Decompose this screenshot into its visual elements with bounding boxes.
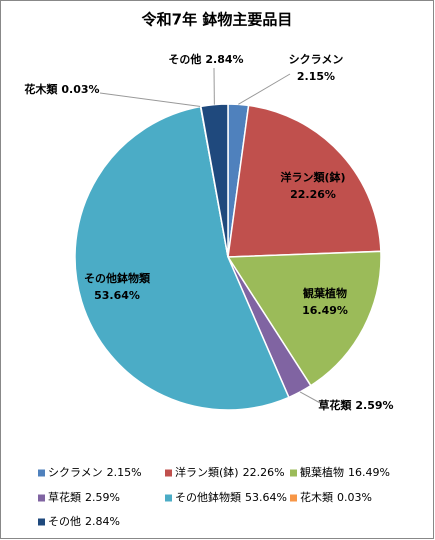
legend-entry: シクラメン 2.15%: [48, 466, 142, 479]
data-label-value: 0.03%: [61, 83, 99, 96]
pie-slice: [227, 104, 382, 258]
data-label-name: その他鉢物類: [84, 271, 151, 285]
legend-swatch: [290, 469, 297, 477]
legend-entry: 観葉植物 16.49%: [300, 465, 390, 479]
data-label-name: 観葉植物: [303, 286, 347, 300]
leader-line: [299, 391, 323, 405]
legend-name: その他鉢物類: [175, 490, 241, 504]
data-label-value: 2.84%: [205, 53, 243, 66]
data-label-value: 2.15%: [297, 70, 335, 83]
legend-swatch: [38, 494, 45, 502]
data-label: 花木類 0.03%: [24, 82, 99, 96]
legend-entry: 草花類 2.59%: [48, 491, 120, 504]
legend-value: 2.15%: [107, 466, 142, 479]
data-label: 草花類 2.59%: [318, 398, 393, 412]
legend-value: 16.49%: [348, 466, 390, 479]
legend-swatch: [38, 469, 45, 477]
legend-value: 2.59%: [85, 491, 120, 504]
legend-name: その他: [48, 515, 81, 528]
pie-slice: [226, 250, 382, 387]
legend-value: 53.64%: [245, 491, 287, 504]
data-label-name: 草花類: [318, 398, 352, 412]
legend-name: 観葉植物: [300, 465, 344, 479]
data-label-value: 2.59%: [355, 399, 393, 412]
legend-value: 22.26%: [243, 466, 285, 479]
legend-swatch: [165, 494, 172, 502]
leader-line: [99, 92, 201, 107]
pie-slice: [74, 105, 290, 411]
legend-entry: 花木類 0.03%: [300, 491, 372, 504]
legend-value: 0.03%: [337, 491, 372, 504]
chart-title: 令和7年 鉢物主要品目: [142, 11, 293, 29]
leader-line: [238, 73, 291, 105]
data-label-name: 洋ラン類(鉢): [280, 170, 345, 184]
data-label-name: その他: [168, 52, 201, 66]
legend-name: 草花類: [48, 491, 81, 504]
legend-name: 花木類: [300, 491, 333, 504]
legend-entry: その他鉢物類 53.64%: [175, 490, 287, 504]
data-label-name: 花木類: [24, 82, 58, 96]
data-label-name: シクラメン: [289, 53, 344, 66]
legend-entry: 洋ラン類(鉢) 22.26%: [175, 465, 285, 479]
data-label-value: 16.49%: [302, 304, 348, 317]
legend-swatch: [165, 469, 172, 477]
data-label-value: 22.26%: [290, 188, 336, 201]
legend-entry: その他 2.84%: [48, 515, 120, 528]
data-label: その他 2.84%: [168, 52, 243, 66]
data-label-value: 53.64%: [94, 289, 140, 302]
legend-swatch: [290, 494, 297, 502]
legend-name: 洋ラン類(鉢): [175, 465, 239, 479]
legend-swatch: [38, 518, 45, 526]
legend-name: シクラメン: [48, 466, 103, 479]
legend-value: 2.84%: [85, 515, 120, 528]
